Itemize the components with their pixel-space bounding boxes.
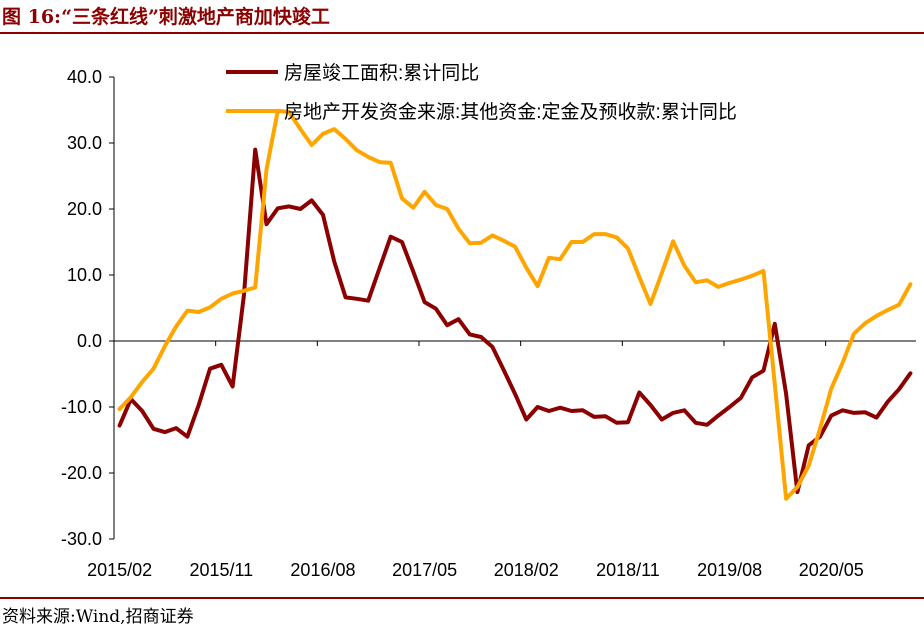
x-tick-label: 2017/05 <box>392 560 457 580</box>
x-tick-label: 2015/02 <box>87 560 152 580</box>
y-tick-label: 20.0 <box>67 199 102 219</box>
y-tick-label: -20.0 <box>61 463 102 483</box>
line-chart: 40.0 30.0 20.0 10.0 0.0 -10.0 -20.0 -30.0 2015/… <box>61 62 916 580</box>
y-tick-label: -10.0 <box>61 397 102 417</box>
title-rule <box>0 32 924 34</box>
y-tick-label: 40.0 <box>67 67 102 87</box>
series-line-2 <box>117 108 913 501</box>
y-tick-label: 10.0 <box>67 265 102 285</box>
x-tick-label: 2018/02 <box>494 560 559 580</box>
x-axis: 2015/02 2015/11 2016/08 2017/05 2018/02 2018/… <box>87 340 916 580</box>
source-rule <box>0 597 924 599</box>
series-line-1 <box>117 147 913 495</box>
x-tick-label: 2018/11 <box>596 560 660 580</box>
source-note: 资料来源:Wind,招商证券 <box>2 607 194 627</box>
legend-label-2: 房地产开发资金来源:其他资金:定金及预收款:累计同比 <box>284 101 737 123</box>
series-group <box>117 108 913 501</box>
y-tick-label: -30.0 <box>61 529 102 549</box>
x-tick-label: 2020/05 <box>799 560 864 580</box>
figure-title: 图 16:“三条红线”刺激地产商加快竣工 <box>2 6 330 28</box>
legend-label-1: 房屋竣工面积:累计同比 <box>284 62 479 84</box>
y-tick-label: 0.0 <box>77 331 102 351</box>
x-tick-label: 2015/11 <box>189 560 253 580</box>
x-tick-label: 2016/08 <box>290 560 355 580</box>
y-tick-label: 30.0 <box>67 133 102 153</box>
y-axis: 40.0 30.0 20.0 10.0 0.0 -10.0 -20.0 -30.0 <box>61 67 115 549</box>
x-tick-label: 2019/08 <box>697 560 762 580</box>
